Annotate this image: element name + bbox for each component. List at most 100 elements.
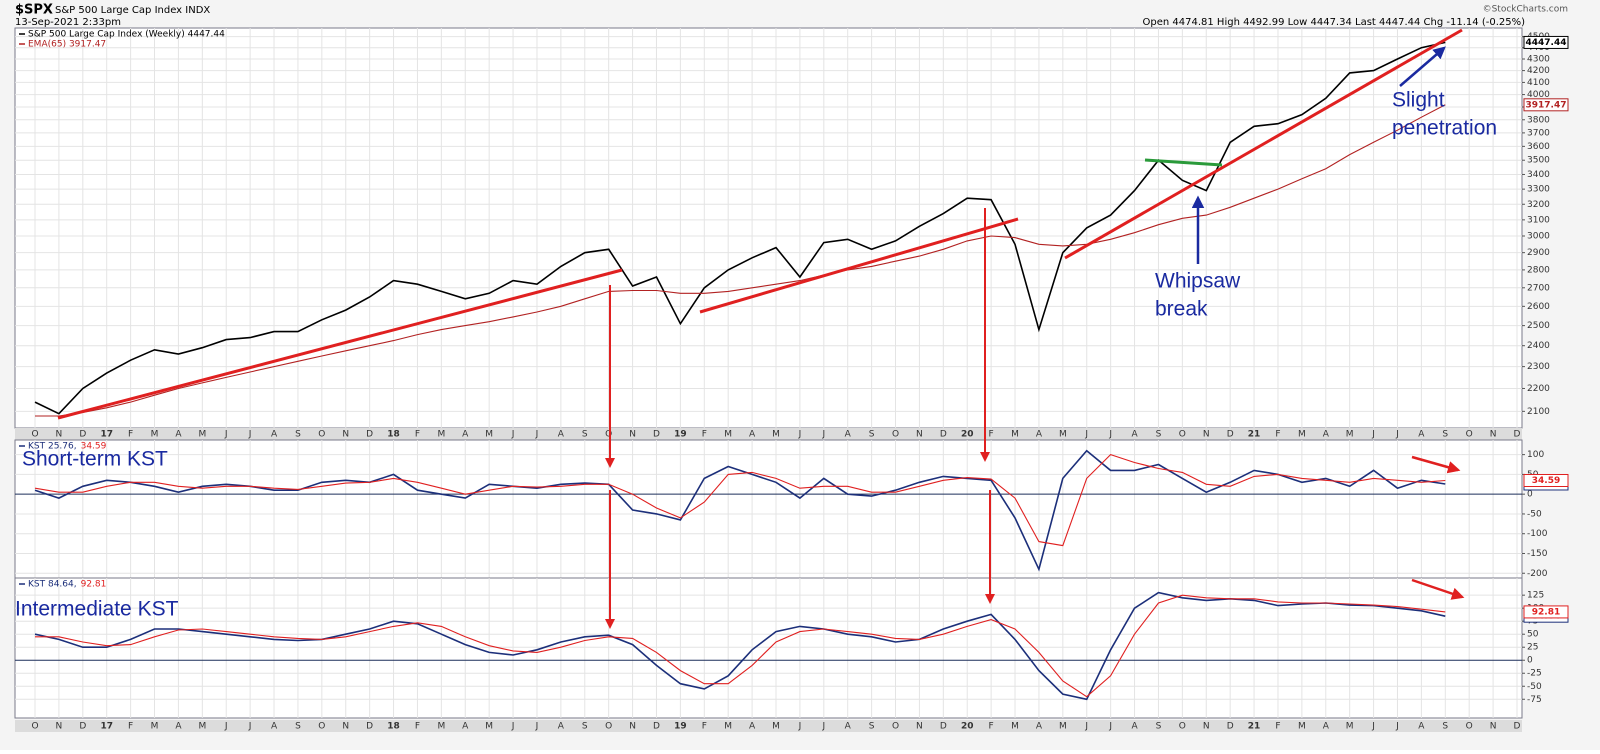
x-tick-label: S <box>582 722 588 732</box>
x-tick-label: M <box>151 722 159 732</box>
x-tick-label: D <box>653 430 660 440</box>
x-tick-label: F <box>702 430 707 440</box>
x-tick-label: A <box>558 722 565 732</box>
x-tick-label: N <box>1203 430 1210 440</box>
x-tick-label: F <box>1275 722 1280 732</box>
x-tick-label: 17 <box>100 722 113 732</box>
x-tick-label: J <box>1084 430 1088 440</box>
legend-label: S&P 500 Large Cap Index (Weekly) 4447.44 <box>28 30 225 40</box>
y-tick-label: 4000 <box>1527 90 1550 100</box>
y-tick-label: 3200 <box>1527 200 1550 210</box>
x-tick-label: 21 <box>1248 430 1261 440</box>
annotation: Whipsaw <box>1155 270 1241 293</box>
x-tick-label: J <box>248 722 252 732</box>
x-tick-label: A <box>1036 722 1043 732</box>
x-tick-label: A <box>1418 722 1425 732</box>
panel-title: Intermediate KST <box>15 598 179 621</box>
x-tick-label: N <box>916 430 923 440</box>
x-tick-label: O <box>318 722 325 732</box>
y-tick-label: 2200 <box>1527 384 1550 394</box>
y-tick-label: -25 <box>1527 669 1542 679</box>
x-tick-label: O <box>605 722 612 732</box>
x-tick-label: A <box>462 430 469 440</box>
x-tick-label: 20 <box>961 722 974 732</box>
y-tick-label: 3300 <box>1527 185 1550 195</box>
x-tick-label: M <box>724 430 732 440</box>
x-tick-label: F <box>702 722 707 732</box>
x-tick-label: J <box>1371 722 1375 732</box>
x-tick-label: J <box>535 430 539 440</box>
x-tick-label: S <box>295 722 301 732</box>
x-tick-label: D <box>1514 722 1521 732</box>
x-tick-label: J <box>821 722 825 732</box>
x-tick-label: N <box>342 430 349 440</box>
y-tick-label: 4200 <box>1527 66 1550 76</box>
x-tick-label: M <box>1298 430 1306 440</box>
last-value-label: 3917.47 <box>1526 100 1567 110</box>
x-tick-label: F <box>989 722 994 732</box>
x-tick-label: S <box>1442 722 1448 732</box>
x-tick-label: A <box>1418 430 1425 440</box>
trendline <box>1064 28 1463 260</box>
series-line <box>34 453 1446 547</box>
x-tick-label: J <box>224 722 228 732</box>
x-tick-label: F <box>989 430 994 440</box>
x-tick-label: J <box>248 430 252 440</box>
symbol: $SPX <box>15 3 53 18</box>
x-tick-label: O <box>31 722 38 732</box>
x-tick-label: A <box>749 722 756 732</box>
x-tick-label: M <box>772 430 780 440</box>
x-tick-label: M <box>198 722 206 732</box>
trendline <box>699 217 1019 314</box>
panel <box>14 439 1523 579</box>
x-tick-label: O <box>605 430 612 440</box>
x-tick-label: A <box>271 430 278 440</box>
y-tick-label: 100 <box>1527 450 1544 460</box>
x-tick-label: M <box>485 430 493 440</box>
legend-label: EMA(65) 3917.47 <box>28 40 106 50</box>
x-tick-label: N <box>1490 722 1497 732</box>
trendline <box>57 268 623 420</box>
x-tick-label: S <box>869 722 875 732</box>
x-tick-label: F <box>415 430 420 440</box>
x-tick-label: M <box>1059 722 1067 732</box>
y-tick-label: 2300 <box>1527 362 1550 372</box>
x-tick-label: J <box>821 430 825 440</box>
x-tick-label: O <box>892 722 899 732</box>
y-tick-label: 2600 <box>1527 302 1550 312</box>
x-tick-label: N <box>629 722 636 732</box>
x-tick-label: O <box>318 430 325 440</box>
panels: 2100220023002400250026002700280029003000… <box>14 27 1569 732</box>
last-value-label: 4447.44 <box>1526 38 1567 48</box>
x-tick-label: D <box>1227 430 1234 440</box>
series-line <box>35 594 1446 698</box>
x-tick-label: 19 <box>674 430 687 440</box>
x-tick-label: S <box>582 430 588 440</box>
x-tick-label: A <box>175 722 182 732</box>
y-tick-label: -200 <box>1527 569 1548 579</box>
x-tick-label: M <box>1346 430 1354 440</box>
x-tick-label: S <box>295 430 301 440</box>
legend-label: KST 25.76, <box>28 442 77 452</box>
arrow <box>1411 455 1461 474</box>
x-tick-label: 19 <box>674 722 687 732</box>
x-tick-label: N <box>56 430 63 440</box>
x-tick-label: D <box>79 722 86 732</box>
y-tick-label: 3000 <box>1527 231 1550 241</box>
series-line <box>34 449 1446 572</box>
y-tick-label: 125 <box>1527 591 1544 601</box>
x-tick-label: J <box>224 430 228 440</box>
x-tick-label: O <box>1466 430 1473 440</box>
legend-label: KST 84.64, <box>28 580 77 590</box>
last-value-box <box>1523 473 1569 487</box>
index-name: S&P 500 Large Cap Index INDX <box>55 5 210 16</box>
x-tick-label: S <box>869 430 875 440</box>
x-tick-label: N <box>56 722 63 732</box>
x-tick-label: S <box>1156 430 1162 440</box>
x-tick-label: A <box>845 722 852 732</box>
x-tick-label: M <box>151 430 159 440</box>
x-tick-label: A <box>1131 430 1138 440</box>
x-tick-label: J <box>1395 430 1399 440</box>
legend-label: 92.81 <box>81 580 107 590</box>
